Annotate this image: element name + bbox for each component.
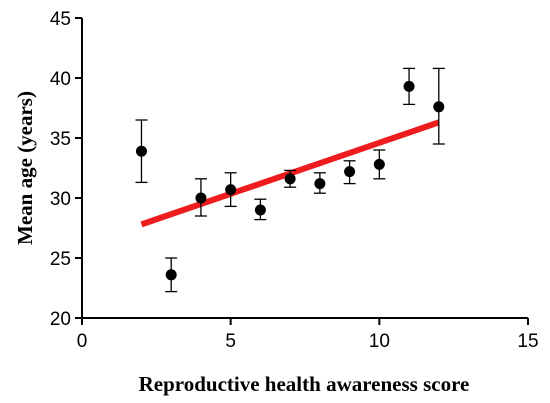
data-point [433,101,445,113]
x-tick-label: 5 [225,331,236,352]
data-point-group [403,67,416,106]
y-tick-label: 45 [50,9,71,30]
axes: 0 5 10 15 20 25 30 35 40 45 [50,9,539,352]
data-point-group [284,169,297,188]
data-point-group [254,198,267,221]
data-point-group [165,257,178,293]
data-point-group [432,67,445,145]
data-point-group [194,178,207,217]
data-point [225,184,237,196]
data-point [284,173,296,185]
x-axis-title: Reproductive health awareness score [139,372,470,396]
data-point [195,192,207,204]
x-tick-label: 15 [517,331,538,352]
data-point-group [135,119,148,184]
data-point [314,178,326,190]
x-tick-label: 0 [77,331,88,352]
data-point [135,145,147,157]
data-point-group [313,172,326,194]
y-tick-label: 40 [50,69,71,90]
data-point-group [224,172,237,208]
x-tick-label: 10 [369,331,390,352]
data-point [165,269,177,281]
y-tick-label: 35 [50,129,71,150]
data-point-group [343,160,356,185]
data-point [403,80,415,92]
y-tick-label: 25 [50,249,71,270]
data-points [135,67,445,293]
y-axis-title: Mean age (years) [13,91,37,245]
data-point [254,204,266,216]
data-point [373,158,385,170]
y-tick-label: 30 [50,189,71,210]
y-tick-label: 20 [50,309,71,330]
data-point [344,166,356,178]
data-point-group [373,149,386,180]
